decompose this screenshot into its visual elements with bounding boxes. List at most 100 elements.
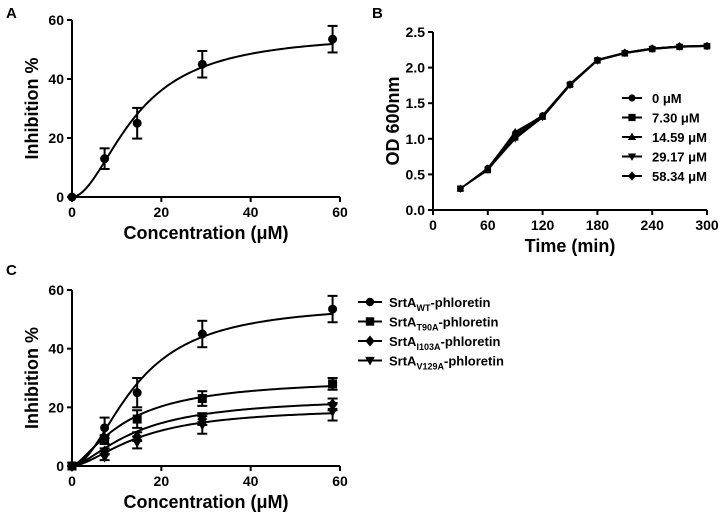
panel-b-point (511, 131, 519, 140)
legend-marker (365, 317, 375, 326)
panel-b-x-tick-label: 300 (695, 217, 719, 233)
panel-c-point (328, 379, 338, 389)
legend-entry: SrtAV129A-phloretin (389, 354, 504, 372)
legend-marker (628, 113, 636, 122)
panel-c-point (100, 423, 110, 433)
panel-c-series-3 (66, 401, 338, 472)
panel-c-point (99, 453, 110, 463)
panel-c-point (197, 421, 208, 431)
legend-suffix: -phloretin (430, 295, 490, 310)
panel-a-x-tick-label: 40 (243, 204, 259, 220)
panel-c-series-1 (67, 377, 338, 471)
legend-marker (628, 94, 636, 102)
legend-subscript: I103A (416, 342, 441, 352)
panel-b-legend: 0 μM 7.30 μM 14.59 μM 29.17 μM 58.34 μM (622, 91, 707, 184)
panel-b-y-tick-label: 1.5 (406, 95, 426, 111)
legend-entry: SrtAT90A-phloretin (389, 315, 498, 333)
panel-c-point (66, 462, 78, 472)
panel-b-x-axis-label: Time (min) (525, 236, 616, 256)
panel-a-y-tick-label: 60 (48, 12, 64, 28)
panel-a-y-axis-label: Inhibition % (22, 58, 42, 160)
panel-c-legend: SrtAWT-phloretinSrtAT90A-phloretinSrtAI1… (358, 295, 504, 372)
panel-a-x-axis-label: Concentration (μM) (124, 223, 289, 243)
panel-b-label: B (372, 5, 383, 22)
panel-b-point (621, 48, 629, 57)
panel-b-x-tick-label: 60 (480, 217, 496, 233)
legend-entry: SrtAI103A-phloretin (389, 334, 500, 352)
panel-c-x-tick-label: 0 (68, 473, 76, 489)
panel-b-point (456, 184, 464, 193)
legend-entry: 29.17 μM (652, 150, 707, 165)
legend-suffix: -phloretin (444, 354, 504, 369)
legend-name: SrtA (389, 354, 417, 369)
panel-c-point (132, 388, 142, 398)
panel-b-y-tick-label: 2.0 (406, 60, 426, 76)
panel-b-point (539, 111, 547, 121)
panel-b-y-tick-label: 0.0 (406, 202, 426, 218)
panel-c-y-tick-label: 60 (48, 282, 64, 298)
panel-b: B 0 60 120 180 240 300 0.0 0.5 1.0 1.5 2.0 2.5 Time (… (372, 5, 719, 256)
panel-b-x-tick-label: 180 (586, 217, 610, 233)
panel-a-y-tick-label: 20 (48, 130, 64, 146)
panel-a-point (100, 154, 110, 164)
legend-subscript: T90A (416, 323, 439, 333)
panel-b-series-4 (456, 42, 711, 193)
panel-c-x-tick-label: 20 (154, 473, 170, 489)
panel-c-y-axis-label: Inhibition % (22, 327, 42, 429)
panel-c-label: C (6, 262, 17, 279)
panel-c-point (327, 407, 338, 418)
legend-marker (628, 171, 636, 181)
panel-c-y-tick-label: 0 (56, 458, 64, 474)
panel-c-point (100, 435, 110, 445)
panel-c-x-tick-label: 40 (243, 473, 259, 489)
legend-name: SrtA (389, 334, 417, 349)
panel-b-point (648, 44, 656, 53)
legend-entry: 0 μM (652, 91, 682, 106)
panel-b-point (593, 56, 601, 65)
panel-a-point (197, 59, 207, 69)
panel-a-x-tick-label: 20 (154, 204, 170, 220)
legend-entry: 14.59 μM (652, 130, 707, 145)
panel-a-point (132, 118, 142, 128)
panel-c-series-0 (67, 294, 338, 471)
panel-a: A 0 20 40 60 0 20 40 60 Concentration (μM) Inhibit… (6, 5, 348, 243)
legend-entry: 58.34 μM (652, 169, 707, 184)
legend-entry: 7.30 μM (652, 111, 700, 126)
panel-c-point (131, 438, 143, 448)
legend-marker (365, 356, 375, 366)
panel-b-point (566, 80, 574, 89)
panel-c-point (328, 304, 338, 314)
panel-c-y-tick-label: 40 (48, 341, 64, 357)
panel-b-y-tick-label: 0.5 (406, 166, 426, 182)
panel-a-y-tick-label: 40 (48, 71, 64, 87)
panel-a-x-tick-label: 60 (332, 204, 348, 220)
panel-b-x-tick-label: 240 (641, 217, 665, 233)
panel-a-label: A (6, 5, 17, 22)
panel-a-series-0 (67, 24, 338, 202)
panel-c-point (197, 329, 207, 339)
panel-b-point (703, 42, 711, 51)
panel-c-point (197, 394, 207, 404)
legend-entry: SrtAWT-phloretin (389, 295, 490, 313)
panel-c-x-axis-label: Concentration (μM) (124, 492, 289, 512)
legend-name: SrtA (389, 295, 417, 310)
legend-marker (365, 335, 375, 347)
legend-subscript: WT (416, 303, 430, 313)
legend-suffix: -phloretin (438, 315, 498, 330)
panel-b-point (676, 42, 684, 51)
legend-subscript: V129A (416, 362, 444, 372)
panel-b-series-line (459, 45, 707, 190)
legend-marker (365, 297, 375, 307)
panel-a-y-tick-label: 0 (56, 189, 64, 205)
panel-a-point (67, 192, 77, 202)
panel-b-y-tick-label: 1.0 (406, 131, 426, 147)
panel-b-y-axis-label: OD 600nm (383, 76, 403, 165)
panel-a-x-tick-label: 0 (68, 204, 76, 220)
panel-c-point (132, 414, 142, 424)
panel-a-point (328, 34, 338, 44)
legend-suffix: -phloretin (440, 334, 500, 349)
panel-b-x-tick-label: 0 (429, 217, 437, 233)
panel-c-y-tick-label: 20 (48, 399, 64, 415)
legend-marker (627, 132, 637, 141)
